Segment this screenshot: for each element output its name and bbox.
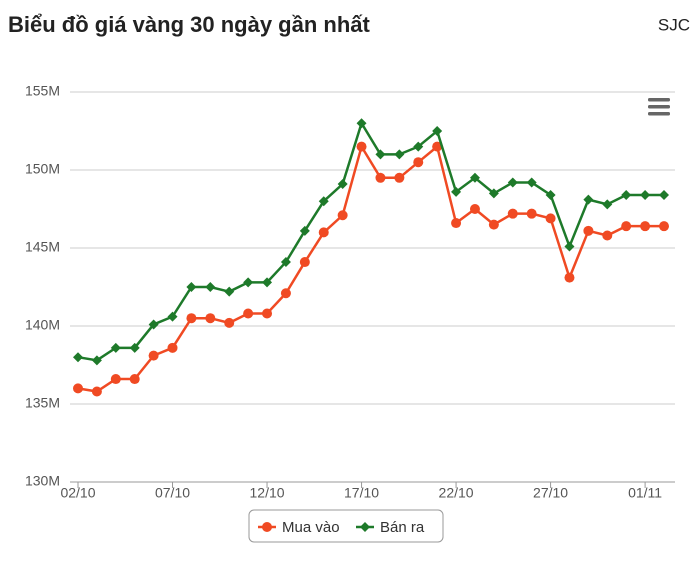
data-point	[205, 282, 216, 292]
y-tick-label: 130M	[25, 473, 60, 489]
data-point	[526, 208, 537, 219]
data-point	[91, 386, 102, 397]
data-point	[167, 311, 178, 322]
data-point	[299, 225, 310, 236]
data-point	[375, 149, 386, 160]
data-point	[337, 179, 348, 190]
data-point	[451, 218, 462, 229]
data-point	[451, 186, 462, 197]
legend-box	[248, 509, 444, 543]
x-tick-label: 12/10	[250, 485, 285, 501]
legend-marker	[360, 522, 370, 532]
x-tick-label: 02/10	[60, 485, 95, 501]
data-point	[73, 352, 83, 363]
data-point	[432, 141, 443, 152]
chart-title: Biểu đồ giá vàng 30 ngày gần nhất	[8, 12, 371, 37]
data-point	[186, 313, 197, 324]
x-tick-label: 27/10	[533, 485, 568, 501]
data-point	[280, 257, 291, 268]
legend-marker	[262, 522, 272, 532]
data-point	[507, 177, 518, 188]
data-point	[621, 189, 632, 200]
data-point	[488, 188, 499, 199]
data-point	[375, 172, 386, 183]
data-point	[224, 286, 235, 297]
data-point	[280, 288, 291, 299]
data-point	[356, 141, 367, 152]
legend-label: Mua vào	[282, 519, 340, 536]
data-point	[91, 355, 102, 366]
data-point	[640, 221, 651, 232]
menu-button[interactable]	[648, 98, 670, 116]
data-point	[602, 230, 613, 241]
data-point	[640, 189, 651, 200]
data-point	[583, 225, 594, 236]
chart-subtitle: SJC	[658, 15, 690, 34]
data-point	[488, 219, 499, 230]
data-point	[621, 221, 632, 232]
data-point	[337, 210, 348, 221]
data-point	[469, 204, 480, 214]
data-point	[526, 177, 537, 188]
x-tick-label: 01/11	[628, 485, 662, 501]
data-point	[148, 319, 159, 330]
data-point	[205, 313, 216, 324]
data-point	[243, 277, 254, 288]
data-point	[73, 383, 83, 394]
data-point	[564, 272, 575, 283]
data-point	[394, 149, 405, 160]
data-point	[602, 199, 613, 210]
x-tick-label: 17/10	[344, 485, 379, 501]
data-point	[186, 282, 197, 292]
data-point	[545, 213, 556, 224]
data-point	[564, 241, 575, 252]
data-point	[659, 221, 669, 232]
data-point	[583, 194, 594, 205]
data-point	[110, 374, 121, 385]
y-tick-label: 150M	[25, 161, 60, 177]
y-tick-label: 155M	[25, 83, 60, 99]
data-point	[413, 157, 424, 168]
data-point	[224, 317, 235, 328]
series-line	[77, 120, 664, 362]
data-point	[356, 118, 367, 129]
data-point	[469, 172, 480, 183]
data-point	[110, 342, 121, 353]
data-point	[167, 342, 178, 353]
data-point	[507, 208, 518, 219]
y-tick-label: 135M	[25, 395, 60, 411]
data-point	[318, 196, 329, 207]
data-point	[262, 277, 273, 288]
data-point	[262, 308, 273, 319]
data-point	[129, 342, 140, 353]
data-point	[243, 308, 254, 319]
x-tick-label: 07/10	[155, 485, 190, 501]
data-point	[394, 172, 405, 183]
y-tick-label: 145M	[25, 239, 60, 255]
legend-label: Bán ra	[380, 519, 425, 536]
data-point	[659, 189, 669, 200]
data-point	[129, 374, 140, 385]
data-point	[545, 189, 556, 200]
series-line	[77, 143, 664, 393]
data-point	[318, 227, 329, 238]
x-tick-label: 22/10	[439, 485, 474, 501]
data-point	[413, 141, 424, 152]
data-point	[299, 257, 310, 268]
data-point	[432, 126, 443, 136]
data-point	[148, 350, 159, 361]
y-tick-label: 140M	[25, 317, 60, 333]
